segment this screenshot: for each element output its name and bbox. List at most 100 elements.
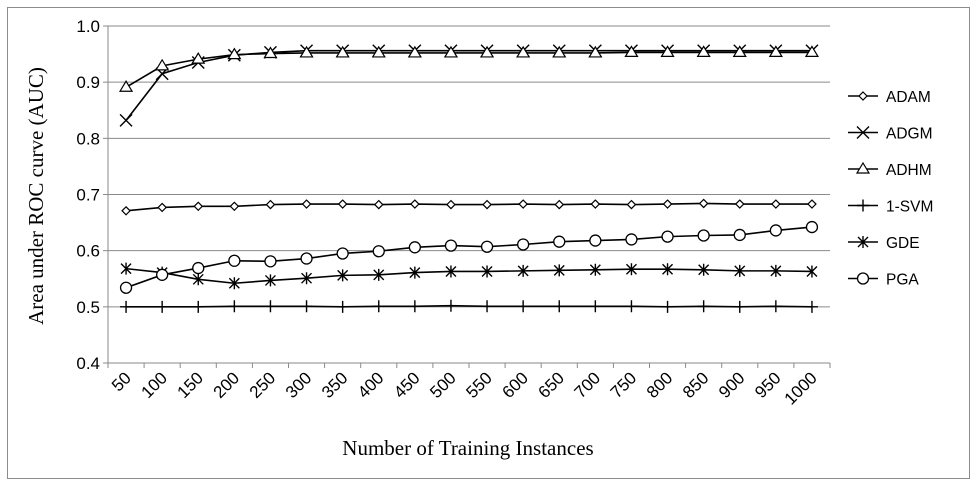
legend-item-ADHM: ADHM [848,161,932,179]
y-tick-label-0.4: 0.4 [76,354,100,373]
point-ADAM-350 [337,199,348,209]
legend-item-ADAM: ADAM [848,89,931,106]
point-1-SVM-250 [264,300,277,313]
point-GDE-850 [698,263,710,276]
point-ADAM-150 [193,201,204,212]
point-ADHM-700 [588,45,603,58]
point-1-SVM-950 [769,300,782,313]
point-GDE-300 [301,272,313,285]
y-tick-label-0.7: 0.7 [76,186,100,205]
point-ADAM-200 [229,201,240,212]
point-ADHM-450 [407,45,422,58]
point-1-SVM-200 [228,300,241,313]
y-tick-label-1.0: 1.0 [76,17,100,36]
point-1-SVM-400 [372,300,385,313]
point-1-SVM-750 [625,300,638,313]
legend-marker-GDE [857,236,869,248]
point-PGA-700 [589,234,602,247]
point-ADAM-450 [410,199,420,209]
point-ADAM-900 [734,199,745,209]
legend-marker-ADHM [855,161,871,174]
y-tick-label-0.8: 0.8 [76,129,100,148]
point-ADAM-600 [518,199,528,209]
legend: ADAM ADGM ADHM 1-SVM GDE PGA [848,89,933,289]
legend-label-ADHM: ADHM [886,162,932,179]
legend-marker-PGA [856,272,870,285]
point-GDE-350 [337,269,349,282]
point-GDE-950 [770,264,782,277]
point-ADHM-400 [371,45,386,58]
point-ADHM-550 [479,45,495,58]
point-GDE-50 [120,262,132,275]
point-GDE-450 [409,266,421,279]
point-PGA-600 [517,238,530,251]
point-PGA-750 [625,233,638,246]
point-PGA-1000 [805,220,819,234]
series-PGA [119,220,819,294]
point-ADAM-50 [121,205,131,216]
legend-label-1-SVM: 1-SVM [886,199,933,216]
point-PGA-550 [480,240,494,253]
legend-marker-1-SVM [857,199,869,212]
point-PGA-50 [119,281,133,294]
x-axis-title: Number of Training Instances [342,436,593,460]
legend-label-ADGM: ADGM [886,126,933,143]
point-ADAM-500 [446,199,456,210]
point-GDE-500 [445,265,457,278]
point-ADAM-800 [662,199,673,209]
point-ADHM-50 [118,80,134,92]
point-1-SVM-50 [120,300,133,313]
point-1-SVM-650 [553,300,566,313]
point-ADAM-750 [626,199,637,210]
point-1-SVM-350 [336,300,349,313]
legend-label-GDE: GDE [886,235,920,252]
point-ADHM-750 [624,45,639,57]
point-1-SVM-900 [733,300,746,313]
point-ADHM-1000 [804,45,820,57]
point-ADHM-850 [696,45,711,57]
point-ADAM-950 [771,199,781,209]
point-GDE-400 [373,268,385,281]
legend-label-PGA: PGA [886,272,919,289]
axes [103,25,831,368]
point-GDE-700 [589,263,601,276]
point-GDE-650 [553,264,565,277]
series-ADHM [118,45,820,92]
point-ADAM-700 [590,199,601,209]
point-PGA-200 [228,254,241,267]
point-ADHM-950 [768,45,783,57]
point-1-SVM-800 [661,300,674,313]
series-line-GDE [125,267,812,285]
legend-marker-ADGM [856,126,870,139]
point-ADHM-350 [335,45,350,58]
point-PGA-150 [192,261,205,275]
point-ADHM-800 [660,45,675,57]
point-GDE-600 [517,264,529,277]
point-PGA-850 [697,229,710,242]
point-ADAM-100 [157,202,167,213]
point-GDE-150 [192,273,204,286]
point-GDE-550 [481,265,493,278]
series-line-ADHM [125,51,812,88]
point-GDE-800 [662,263,674,276]
point-ADHM-150 [191,51,206,64]
point-1-SVM-600 [517,300,530,313]
series-line-1-SVM [126,304,812,308]
point-PGA-350 [336,247,349,260]
legend-label-ADAM: ADAM [886,89,931,106]
legend-item-ADGM: ADGM [848,126,933,143]
legend-item-GDE: GDE [848,235,920,252]
point-ADAM-850 [698,198,709,209]
point-1-SVM-100 [156,300,169,313]
point-1-SVM-500 [444,299,457,312]
series-ADAM [121,198,817,216]
point-PGA-400 [372,245,385,258]
point-PGA-650 [553,235,566,248]
point-PGA-100 [155,268,169,281]
point-PGA-500 [444,239,458,252]
series-1-SVM [120,299,818,313]
point-GDE-900 [734,264,746,277]
legend-marker-ADAM [858,91,868,101]
